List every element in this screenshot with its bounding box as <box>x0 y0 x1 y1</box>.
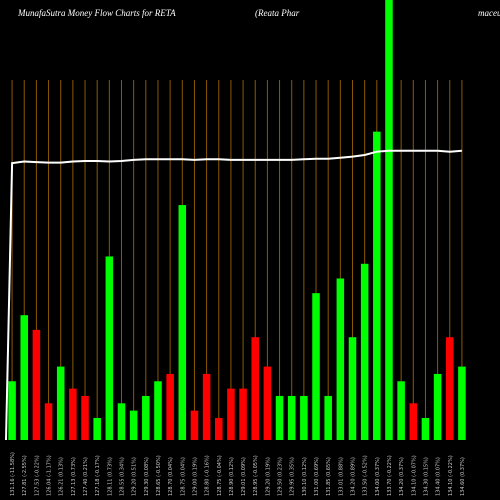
price-line <box>5 149 462 441</box>
chart-subtitle: (Reata Phar <box>255 8 300 18</box>
x-tick-label: 127.40 (0.21%) <box>83 457 89 496</box>
bar <box>129 410 138 440</box>
x-tick-label: 134.60 (0.37%) <box>460 457 466 496</box>
x-tick-label: 129.20 (0.19%) <box>265 457 271 496</box>
bar <box>397 381 405 440</box>
bar <box>166 373 174 440</box>
bar <box>433 373 442 440</box>
x-tick-label: 129.30 (0.08%) <box>144 457 150 496</box>
bar <box>336 278 345 440</box>
bar <box>421 417 430 440</box>
bar <box>32 329 41 440</box>
chart-title: MunafaSutra Money Flow Charts for RETA <box>18 8 176 18</box>
x-tick-label: 129.20 (0.51%) <box>132 457 138 496</box>
x-tick-label: 129.50 (0.23%) <box>278 457 284 496</box>
bar <box>178 205 187 440</box>
bar <box>312 293 320 440</box>
bar <box>458 366 466 440</box>
bar <box>348 337 357 440</box>
x-tick-label: 133.01 (0.88%) <box>338 457 344 496</box>
x-tick-label: 130.10 (0.12%) <box>302 457 308 496</box>
x-tick-label: 133.70 (-0.22%) <box>387 455 393 496</box>
bar <box>20 315 29 440</box>
bar <box>44 403 53 440</box>
x-tick-label: 134.00 (0.37%) <box>375 457 381 496</box>
bar <box>93 417 101 440</box>
bar <box>275 395 284 440</box>
bar <box>214 417 223 440</box>
bar <box>445 337 454 440</box>
x-tick-label: 128.80 (-0.16%) <box>205 455 211 496</box>
bar <box>385 0 393 440</box>
bar <box>117 403 126 440</box>
x-tick-label: 128.95 (-0.05%) <box>253 455 259 496</box>
bar <box>105 256 114 440</box>
chart-subtitle-tail: maceu <box>478 8 500 18</box>
x-tick-label: 128.75 (0.04%) <box>180 457 186 496</box>
price-line-layer <box>5 149 462 441</box>
bar <box>202 373 211 440</box>
x-tick-label: 134.20 (0.37%) <box>399 457 405 496</box>
x-tick-label: 134.10 (-0.07%) <box>411 455 417 496</box>
x-tick-label: 128.11 (0.73%) <box>107 457 113 496</box>
bar <box>263 366 272 440</box>
x-tick-label: 133.50 (-0.52%) <box>363 455 369 496</box>
x-tick-label: 131.16 (-11.58%) <box>10 452 16 496</box>
bar <box>251 337 260 440</box>
bar <box>154 381 162 440</box>
bar <box>287 395 296 440</box>
x-tick-label: 129.95 (0.35%) <box>290 457 296 496</box>
bar <box>81 395 89 440</box>
bar <box>142 395 150 440</box>
x-tick-label: 128.55 (0.34%) <box>120 457 126 496</box>
tick-layer: 131.16 (-11.58%) 127.81 (-2.55%) 127.53 (-… <box>10 452 466 496</box>
x-tick-label: 134.20 (0.89%) <box>351 457 357 496</box>
bar <box>190 410 199 440</box>
bar <box>373 131 381 440</box>
x-tick-label: 128.65 (-0.50%) <box>156 455 162 496</box>
x-tick-label: 127.81 (-2.55%) <box>22 455 28 496</box>
bar <box>409 403 418 440</box>
x-tick-label: 127.13 (0.73%) <box>71 457 77 496</box>
bar-layer <box>8 0 466 440</box>
x-tick-label: 128.70 (0.04%) <box>168 457 174 496</box>
bar <box>227 388 235 440</box>
x-tick-label: 126.21 (0.13%) <box>59 457 65 496</box>
x-tick-label: 126.04 (-1.17%) <box>47 455 53 496</box>
bar <box>239 388 247 440</box>
x-tick-label: 127.18 (-0.17%) <box>95 455 101 496</box>
x-tick-label: 131.00 (0.69%) <box>314 457 320 496</box>
x-tick-label: 127.53 (-0.22%) <box>34 455 40 496</box>
x-tick-label: 128.75 (-0.04%) <box>217 455 223 496</box>
bar <box>69 388 77 440</box>
x-tick-label: 128.90 (0.12%) <box>229 457 235 496</box>
x-tick-label: 134.40 (0.07%) <box>436 457 442 496</box>
x-tick-label: 129.00 (0.19%) <box>192 457 198 496</box>
x-tick-label: 131.85 (0.65%) <box>326 457 332 496</box>
bar <box>360 263 369 440</box>
bar <box>8 381 16 440</box>
grid-layer <box>11 80 463 440</box>
bar <box>324 395 332 440</box>
bar <box>300 395 308 440</box>
bar <box>56 366 65 440</box>
x-tick-label: 134.30 (0.15%) <box>423 457 429 496</box>
x-tick-label: 129.01 (0.09%) <box>241 457 247 496</box>
x-tick-label: 134.10 (-0.22%) <box>448 455 454 496</box>
